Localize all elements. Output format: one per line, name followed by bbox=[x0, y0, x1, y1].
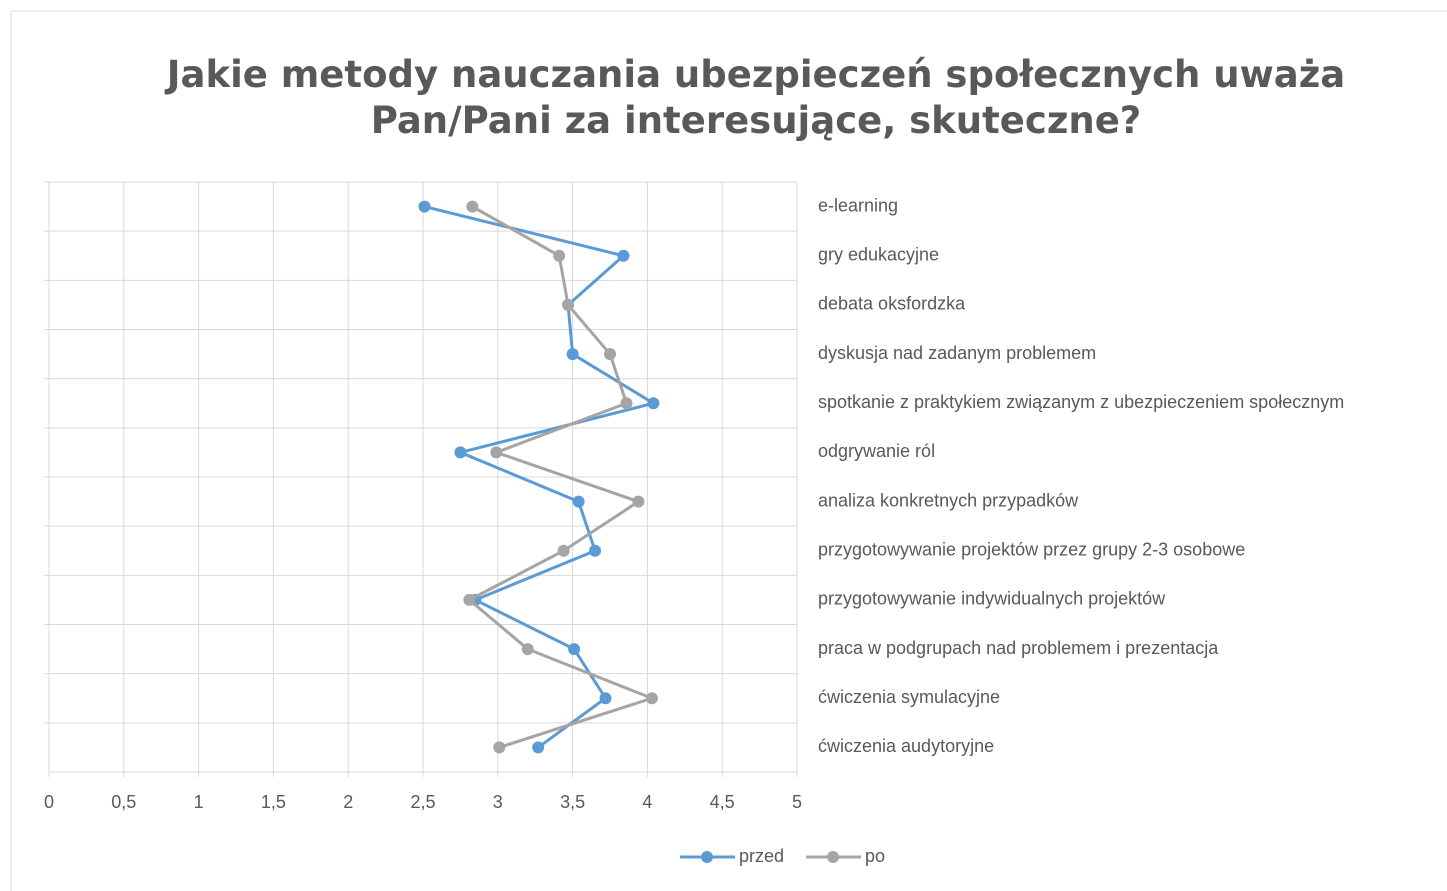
data-point bbox=[466, 200, 479, 213]
category-label: spotkanie z praktykiem związanym z ubezp… bbox=[818, 392, 1344, 412]
data-point bbox=[572, 495, 585, 508]
data-point bbox=[562, 298, 575, 311]
x-tick-label: 4 bbox=[642, 792, 652, 812]
x-tick-label: 1 bbox=[194, 792, 204, 812]
data-point bbox=[617, 249, 630, 262]
x-tick-label: 0 bbox=[44, 792, 54, 812]
data-point bbox=[557, 544, 570, 557]
category-label: e-learning bbox=[818, 195, 898, 215]
data-point bbox=[647, 397, 660, 410]
category-label: dyskusja nad zadanym problemem bbox=[818, 343, 1096, 363]
x-tick-label: 2 bbox=[343, 792, 353, 812]
data-point bbox=[620, 397, 633, 410]
legend-marker bbox=[827, 851, 840, 863]
data-point bbox=[568, 643, 581, 656]
category-label: analiza konkretnych przypadków bbox=[818, 490, 1079, 510]
x-tick-label: 5 bbox=[792, 792, 802, 812]
data-point bbox=[632, 495, 645, 508]
category-label: odgrywanie ról bbox=[818, 441, 935, 461]
category-label: ćwiczenia symulacyjne bbox=[818, 687, 1000, 707]
category-label: gry edukacyjne bbox=[818, 245, 939, 265]
x-tick-label: 3 bbox=[493, 792, 503, 812]
data-point bbox=[566, 348, 579, 361]
data-point bbox=[463, 593, 476, 606]
data-point bbox=[604, 348, 616, 361]
legend-label: przed bbox=[739, 846, 784, 866]
x-tick-label: 4,5 bbox=[710, 792, 735, 812]
x-tick-label: 3,5 bbox=[560, 792, 585, 812]
category-label: przygotowywanie indywidualnych projektów bbox=[818, 589, 1166, 609]
x-tick-label: 0,5 bbox=[111, 792, 136, 812]
data-point bbox=[418, 200, 431, 213]
x-tick-label: 2,5 bbox=[410, 792, 435, 812]
category-label: przygotowywanie projektów przez grupy 2-… bbox=[818, 540, 1245, 560]
data-point bbox=[521, 643, 534, 656]
data-point bbox=[553, 249, 566, 262]
category-label: debata oksfordzka bbox=[818, 294, 966, 314]
chart-title: Jakie metody nauczania ubezpieczeń społe… bbox=[166, 53, 1346, 142]
data-point bbox=[645, 692, 658, 705]
data-point bbox=[532, 741, 545, 754]
series-line bbox=[466, 205, 657, 749]
series-line bbox=[424, 205, 658, 749]
data-point bbox=[589, 544, 602, 557]
chart-border bbox=[10, 10, 1447, 891]
data-point bbox=[493, 741, 506, 754]
category-label: praca w podgrupach nad problemem i preze… bbox=[818, 638, 1219, 658]
legend-label: po bbox=[865, 846, 885, 866]
legend-marker bbox=[701, 851, 713, 863]
x-tick-label: 1,5 bbox=[261, 792, 286, 812]
category-label: ćwiczenia audytoryjne bbox=[818, 736, 994, 756]
data-point bbox=[490, 446, 503, 459]
data-point bbox=[454, 446, 467, 459]
data-point bbox=[599, 692, 612, 705]
